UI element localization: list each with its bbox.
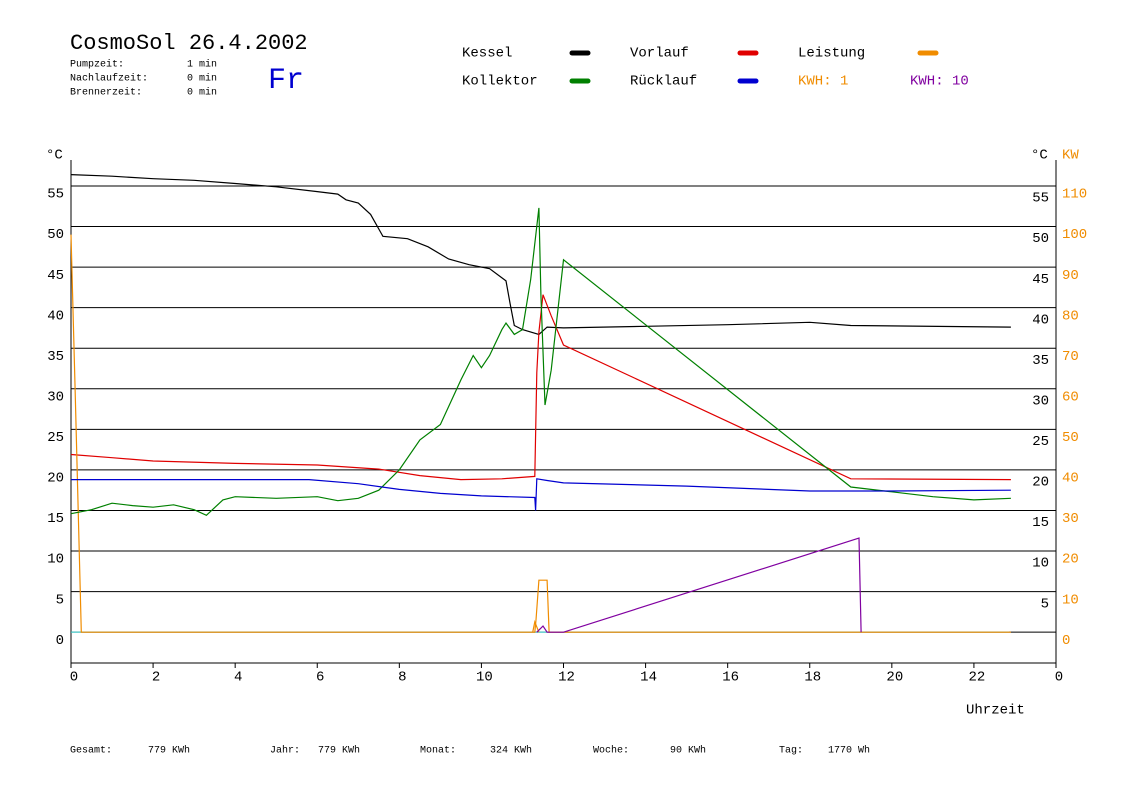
info-label: Pumpzeit: [70, 59, 124, 71]
y2-tick-label: 10 [1062, 592, 1079, 608]
total-label: Jahr: [270, 745, 300, 757]
y-tick-label: 10 [47, 552, 64, 568]
y-tick-label: 15 [47, 511, 64, 527]
y-tick-label-right: 35 [1032, 353, 1049, 369]
y-tick-label: 0 [56, 633, 64, 649]
series-line [536, 537, 862, 633]
y-tick-label-right: 30 [1032, 393, 1049, 409]
x-tick-label: 8 [398, 670, 406, 686]
series-line [532, 619, 540, 633]
x-tick-label: 2 [152, 670, 160, 686]
y-tick-label: 35 [47, 349, 64, 365]
y-tick-label: 45 [47, 268, 64, 284]
legend-label: Rücklauf [630, 74, 697, 90]
total-value: 324 KWh [490, 745, 532, 757]
y2-tick-label: 110 [1062, 187, 1087, 203]
total-value: 779 KWh [318, 745, 360, 757]
x-tick-label: 10 [476, 670, 493, 686]
series-line [70, 294, 1011, 481]
series-line [70, 234, 1011, 633]
y2-tick-label: 20 [1062, 552, 1079, 568]
y-tick-label-right: 40 [1032, 312, 1049, 328]
total-value: 1770 Wh [828, 745, 870, 757]
y-tick-label-right: 10 [1032, 556, 1049, 572]
y2-tick-label: 50 [1062, 430, 1079, 446]
y-tick-label-right: 5 [1041, 596, 1049, 612]
legend-label: Leistung [798, 46, 865, 62]
x-tick-label: 6 [316, 670, 324, 686]
y-tick-label: 5 [56, 592, 64, 608]
total-label: Woche: [593, 745, 629, 757]
y-tick-label: 55 [47, 187, 64, 203]
y2-tick-label: 30 [1062, 511, 1079, 527]
info-label: Brennerzeit: [70, 87, 142, 99]
y2-tick-label: 80 [1062, 308, 1079, 324]
total-label: Gesamt: [70, 746, 112, 757]
total-label: Monat: [420, 746, 456, 757]
y-tick-label-right: 50 [1032, 231, 1049, 247]
info-value: 0 min [187, 87, 217, 99]
x-tick-label: 0 [70, 670, 78, 686]
x-tick-label: 4 [234, 670, 242, 686]
weekday: Fr [268, 64, 304, 98]
y-axis-label: °C [46, 148, 63, 164]
y-tick-label-right: 55 [1032, 191, 1049, 207]
y2-tick-label: 70 [1062, 349, 1079, 365]
y-tick-label: 20 [47, 471, 64, 487]
y2-tick-label: 90 [1062, 268, 1079, 284]
y-tick-label-right: 20 [1032, 475, 1049, 491]
y-tick-label-right: 25 [1032, 434, 1049, 450]
total-label: Tag: [779, 746, 803, 757]
x-tick-label: 16 [722, 670, 739, 686]
total-value: 779 KWh [148, 745, 190, 757]
y-tick-label: 30 [47, 389, 64, 405]
info-label: Nachlaufzeit: [70, 73, 148, 85]
total-value: 90 KWh [670, 745, 706, 757]
x-tick-label: 14 [640, 670, 657, 686]
legend-label: Kessel [462, 46, 512, 62]
y-tick-label-right: 45 [1032, 272, 1049, 288]
y2-tick-label: 60 [1062, 389, 1079, 405]
series-line [70, 207, 1011, 517]
y2-tick-label: 0 [1062, 633, 1070, 649]
legend-label: KWH: 1 [798, 74, 848, 90]
x-tick-label: 12 [558, 670, 575, 686]
info-value: 0 min [187, 73, 217, 85]
info-value: 1 min [187, 59, 217, 71]
series-line [70, 174, 1011, 336]
x-tick-label: 0 [1055, 670, 1063, 686]
y-tick-label: 50 [47, 227, 64, 243]
y-tick-label: 25 [47, 430, 64, 446]
y-tick-label: 40 [47, 308, 64, 324]
y-axis-label-right: °C [1031, 148, 1048, 164]
y2-tick-label: 100 [1062, 227, 1087, 243]
series-line [71, 478, 1011, 511]
x-tick-label: 20 [886, 670, 903, 686]
legend-label: Vorlauf [630, 46, 689, 62]
x-axis-label: Uhrzeit [966, 703, 1025, 719]
y-tick-label-right: 15 [1032, 515, 1049, 531]
legend-label: KWH: 10 [910, 74, 969, 90]
y2-axis-label: KW [1062, 148, 1079, 164]
legend-label: Kollektor [462, 74, 538, 90]
y2-tick-label: 40 [1062, 471, 1079, 487]
x-tick-label: 22 [969, 670, 986, 686]
x-tick-label: 18 [804, 670, 821, 686]
chart-title: CosmoSol 26.4.2002 [70, 31, 308, 56]
